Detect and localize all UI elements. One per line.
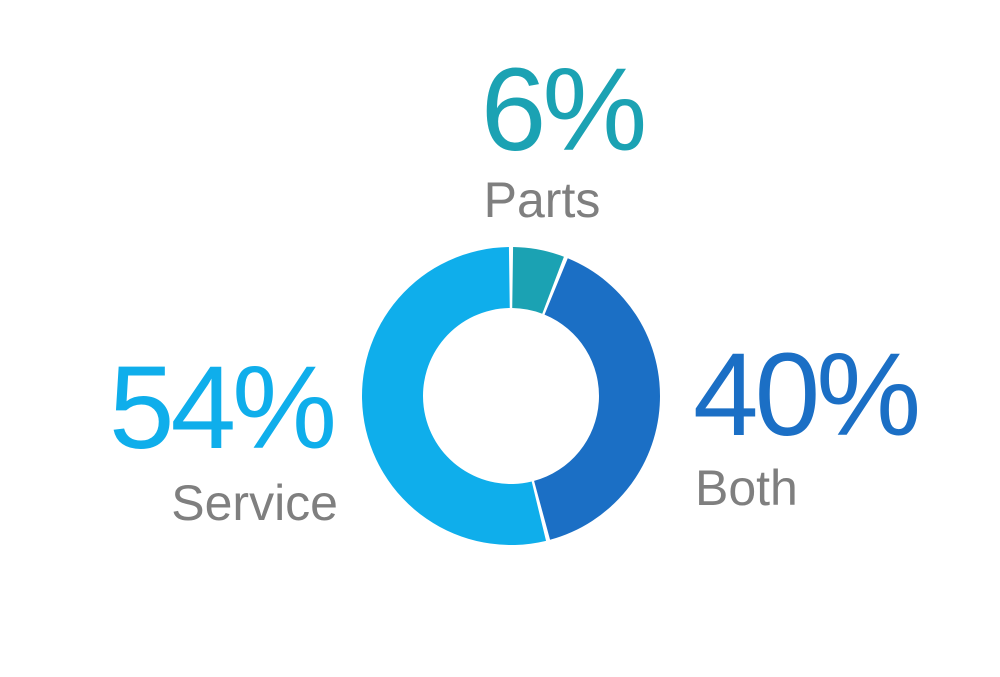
parts-value-label: 6% xyxy=(481,44,644,176)
service-value-label: 54% xyxy=(109,342,333,474)
service-category-label: Service xyxy=(171,475,338,531)
both-category-label: Both xyxy=(695,460,798,516)
both-value-label: 40% xyxy=(693,329,917,461)
slice-parts xyxy=(512,247,564,314)
slice-both xyxy=(534,258,660,540)
slice-service xyxy=(362,247,547,545)
parts-category-label: Parts xyxy=(484,172,601,228)
donut-slices xyxy=(362,247,660,545)
